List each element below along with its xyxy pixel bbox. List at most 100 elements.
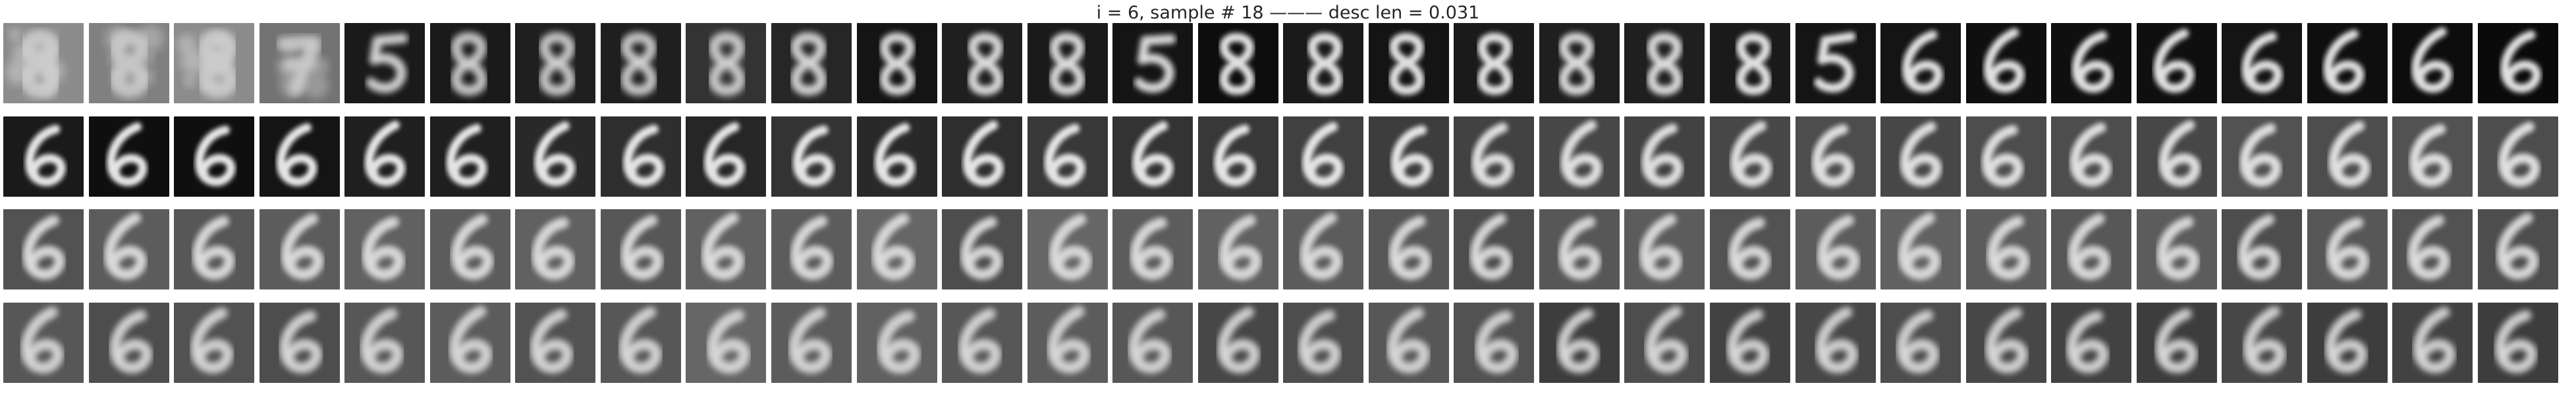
sample-tile bbox=[1795, 23, 1876, 103]
digit-stroke bbox=[1473, 124, 1512, 186]
sample-tile bbox=[174, 209, 255, 289]
sample-tile bbox=[3, 23, 84, 103]
sample-tile bbox=[2477, 209, 2558, 289]
sample-tile bbox=[259, 302, 340, 383]
sample-tile bbox=[2307, 116, 2388, 197]
sample-tile bbox=[1710, 23, 1790, 103]
digit-stroke bbox=[1730, 219, 1769, 278]
digit-stroke bbox=[1049, 307, 1088, 372]
digit-stroke bbox=[2328, 219, 2367, 278]
sample-tile bbox=[1454, 302, 1535, 383]
tile-image bbox=[1027, 209, 1108, 289]
digit-stroke bbox=[1817, 308, 1856, 372]
digit-stroke bbox=[364, 218, 403, 278]
tile-image bbox=[1624, 209, 1705, 289]
digit-stroke bbox=[2154, 30, 2193, 92]
digit-stroke bbox=[1560, 218, 1599, 278]
digit-stroke bbox=[1134, 122, 1173, 186]
digit-stroke bbox=[624, 125, 663, 186]
tile-image bbox=[2307, 302, 2388, 383]
tile-image bbox=[1880, 302, 1961, 383]
sample-tile bbox=[1965, 23, 2046, 103]
sample-tile bbox=[88, 302, 169, 383]
sample-tile bbox=[2051, 302, 2132, 383]
tile-image bbox=[2307, 209, 2388, 289]
sample-tile bbox=[1283, 116, 1364, 197]
sample-tile bbox=[1539, 302, 1620, 383]
digit-stroke bbox=[2158, 218, 2197, 278]
sample-tile bbox=[1112, 116, 1193, 197]
sample-tile bbox=[1112, 209, 1193, 289]
tile-image bbox=[1368, 302, 1449, 383]
tile-image bbox=[344, 116, 425, 197]
tile-image bbox=[1112, 209, 1193, 289]
tile-image bbox=[1795, 116, 1876, 197]
digit-stroke bbox=[2073, 32, 2112, 92]
sample-tile bbox=[2392, 116, 2473, 197]
digit-stroke bbox=[279, 38, 319, 93]
sample-tile bbox=[942, 23, 1023, 103]
tile-image bbox=[1965, 302, 2046, 383]
digit-stroke bbox=[367, 34, 407, 92]
digit-stroke bbox=[1813, 125, 1852, 186]
digit-stroke bbox=[873, 215, 913, 278]
digit-stroke bbox=[24, 216, 63, 278]
tile-image bbox=[1112, 302, 1193, 383]
tile-image bbox=[1368, 209, 1449, 289]
digit-stroke bbox=[1130, 311, 1170, 372]
sample-tile bbox=[2051, 23, 2132, 103]
tile-image bbox=[1283, 302, 1364, 383]
sample-tile bbox=[2392, 302, 2473, 383]
sample-tile bbox=[1624, 116, 1705, 197]
sample-tile bbox=[771, 116, 852, 197]
tile-image bbox=[88, 23, 169, 103]
tile-image bbox=[3, 23, 84, 103]
tile-image bbox=[686, 302, 767, 383]
digit-stroke bbox=[1303, 122, 1342, 186]
digit-stroke bbox=[1819, 216, 1858, 278]
tile-image bbox=[2477, 23, 2558, 103]
digit-stroke bbox=[22, 308, 62, 372]
tile-image bbox=[174, 209, 255, 289]
digit-stroke bbox=[1902, 122, 1941, 186]
sample-tile bbox=[1539, 116, 1620, 197]
digit-stroke bbox=[1050, 34, 1083, 94]
sample-tile bbox=[2222, 302, 2303, 383]
digit-stroke bbox=[2243, 33, 2282, 92]
sample-tile bbox=[1368, 302, 1449, 383]
digit-stroke bbox=[1737, 34, 1770, 94]
tile-image bbox=[600, 23, 681, 103]
digit-stroke bbox=[790, 309, 830, 372]
tile-image bbox=[2392, 302, 2473, 383]
tile-image bbox=[1965, 209, 2046, 289]
digit-stroke bbox=[201, 34, 234, 94]
tile-image bbox=[1539, 23, 1620, 103]
tile-image bbox=[1539, 302, 1620, 383]
digit-stroke bbox=[622, 34, 655, 94]
sample-tile bbox=[1539, 23, 1620, 103]
tile-image bbox=[1624, 23, 1705, 103]
tile-image bbox=[1624, 116, 1705, 197]
tile-image bbox=[771, 302, 852, 383]
digit-stroke bbox=[535, 122, 575, 186]
digit-stroke bbox=[1388, 309, 1428, 372]
digit-stroke bbox=[880, 34, 914, 94]
sample-tile bbox=[259, 116, 340, 197]
tile-image bbox=[3, 302, 84, 383]
tile-image bbox=[2477, 116, 2558, 197]
tile-image bbox=[1539, 116, 1620, 197]
tile-image bbox=[856, 209, 937, 289]
sample-tile bbox=[429, 209, 510, 289]
sample-tile bbox=[2222, 116, 2303, 197]
digit-stroke bbox=[969, 34, 1002, 94]
sample-tile bbox=[259, 23, 340, 103]
sample-tile bbox=[1880, 209, 1961, 289]
tile-image bbox=[1624, 302, 1705, 383]
digit-stroke bbox=[709, 311, 748, 372]
digit-stroke bbox=[192, 309, 232, 372]
sample-tile bbox=[1454, 23, 1535, 103]
digit-stroke bbox=[2239, 216, 2279, 278]
tile-image bbox=[1880, 23, 1961, 103]
tile-image bbox=[1710, 23, 1790, 103]
digit-stroke bbox=[2496, 311, 2536, 372]
